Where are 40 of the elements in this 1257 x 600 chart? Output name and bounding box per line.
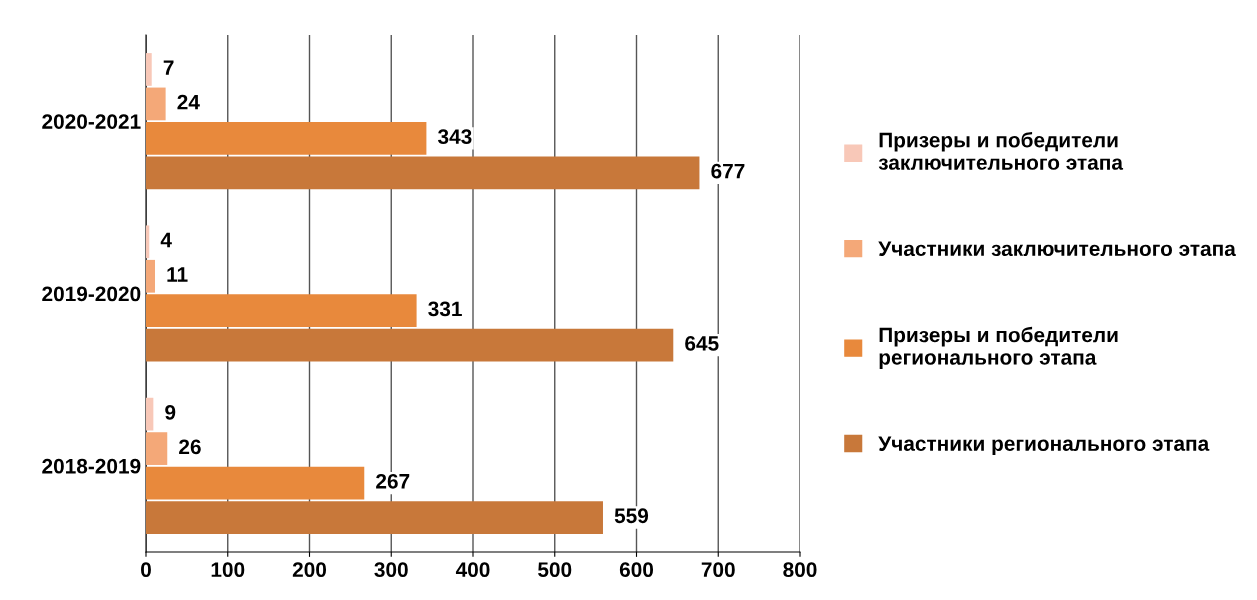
x-tick-label: 100	[211, 562, 245, 578]
data-label: 645	[685, 336, 719, 351]
bar	[146, 53, 152, 86]
legend-label: Участники регионального этапа	[878, 436, 1210, 456]
data-label: 4	[160, 232, 172, 248]
data-label: 26	[179, 439, 201, 455]
legend-label: Призеры и победители заключительного этапа	[878, 131, 1124, 170]
data-label: 559	[614, 508, 649, 524]
x-tick-label: 200	[292, 562, 327, 578]
x-tick-label: 500	[538, 562, 572, 578]
bar	[146, 397, 154, 431]
data-label: 24	[177, 94, 200, 110]
legend-label: Призеры и победители регионального этапа	[879, 326, 1118, 369]
data-label: 11	[167, 267, 188, 282]
x-tick-label: 400	[455, 562, 490, 578]
data-label: 267	[376, 473, 410, 489]
x-tick-label: 300	[374, 562, 408, 578]
bar	[146, 156, 700, 190]
x-tick-label: 700	[701, 562, 735, 578]
data-label: 343	[437, 129, 472, 145]
y-tick-label: 2018-2019	[42, 458, 141, 474]
data-label: 331	[428, 301, 462, 317]
data-label: 7	[163, 60, 174, 75]
bar	[146, 501, 603, 534]
bar	[146, 466, 365, 500]
bar	[146, 225, 150, 259]
x-tick-label: 800	[783, 562, 817, 578]
bar	[146, 259, 155, 293]
bar	[146, 294, 417, 328]
bar	[146, 122, 427, 155]
x-tick-label: 0	[141, 562, 151, 578]
y-tick-label: 2019-2020	[42, 286, 141, 302]
y-tick-label: 2020-2021	[42, 114, 141, 129]
bar	[146, 432, 168, 465]
data-label: 677	[711, 163, 745, 179]
bar	[146, 87, 166, 121]
data-label: 9	[165, 404, 176, 420]
x-tick-label: 600	[619, 562, 654, 578]
bar	[146, 328, 674, 362]
legend-label: Участники заключительного этапа	[878, 241, 1236, 257]
